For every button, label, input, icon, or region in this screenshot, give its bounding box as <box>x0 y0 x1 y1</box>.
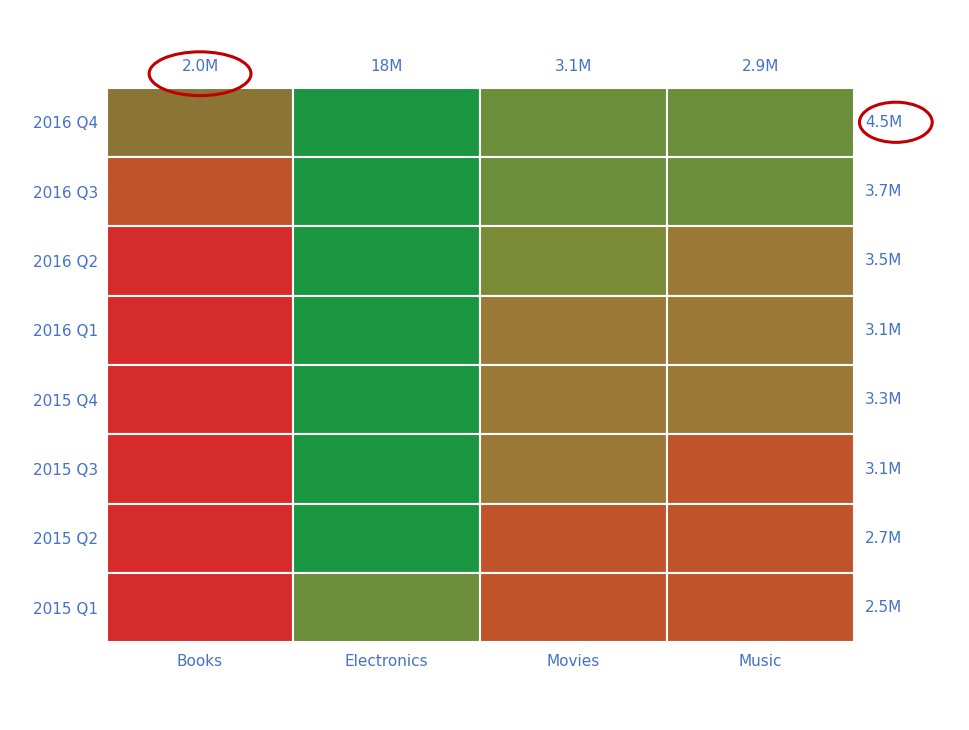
Bar <box>107 157 293 226</box>
Bar <box>107 573 293 642</box>
Bar <box>107 365 293 434</box>
Bar <box>667 226 853 296</box>
Text: 2.0M: 2.0M <box>181 58 218 74</box>
Bar <box>107 504 293 573</box>
Bar <box>480 157 666 226</box>
Text: 3.3M: 3.3M <box>864 392 901 407</box>
Text: 2.5M: 2.5M <box>864 600 901 615</box>
Text: 18M: 18M <box>370 58 402 74</box>
Text: 3.1M: 3.1M <box>864 323 901 338</box>
Bar <box>107 296 293 365</box>
Bar <box>107 434 293 504</box>
Bar <box>667 365 853 434</box>
Bar <box>667 434 853 504</box>
Bar <box>480 504 666 573</box>
Bar <box>480 88 666 157</box>
Text: 4.5M: 4.5M <box>864 115 901 130</box>
Text: 3.7M: 3.7M <box>864 184 901 199</box>
Bar <box>667 504 853 573</box>
Bar <box>107 226 293 296</box>
Bar <box>480 296 666 365</box>
Bar <box>293 504 480 573</box>
Bar <box>107 88 293 157</box>
Bar <box>480 226 666 296</box>
Bar <box>667 88 853 157</box>
Bar <box>293 573 480 642</box>
Bar <box>293 296 480 365</box>
Bar <box>480 573 666 642</box>
Bar <box>293 157 480 226</box>
Text: 3.1M: 3.1M <box>864 461 901 477</box>
Bar <box>667 296 853 365</box>
Bar <box>293 434 480 504</box>
Bar <box>480 434 666 504</box>
Text: 2.7M: 2.7M <box>864 531 901 546</box>
Text: 2.9M: 2.9M <box>740 58 778 74</box>
Bar <box>667 573 853 642</box>
Text: 3.1M: 3.1M <box>554 58 592 74</box>
Bar <box>293 365 480 434</box>
Bar <box>480 365 666 434</box>
Bar <box>667 157 853 226</box>
Bar <box>293 226 480 296</box>
Text: 3.5M: 3.5M <box>864 253 901 269</box>
Bar <box>293 88 480 157</box>
